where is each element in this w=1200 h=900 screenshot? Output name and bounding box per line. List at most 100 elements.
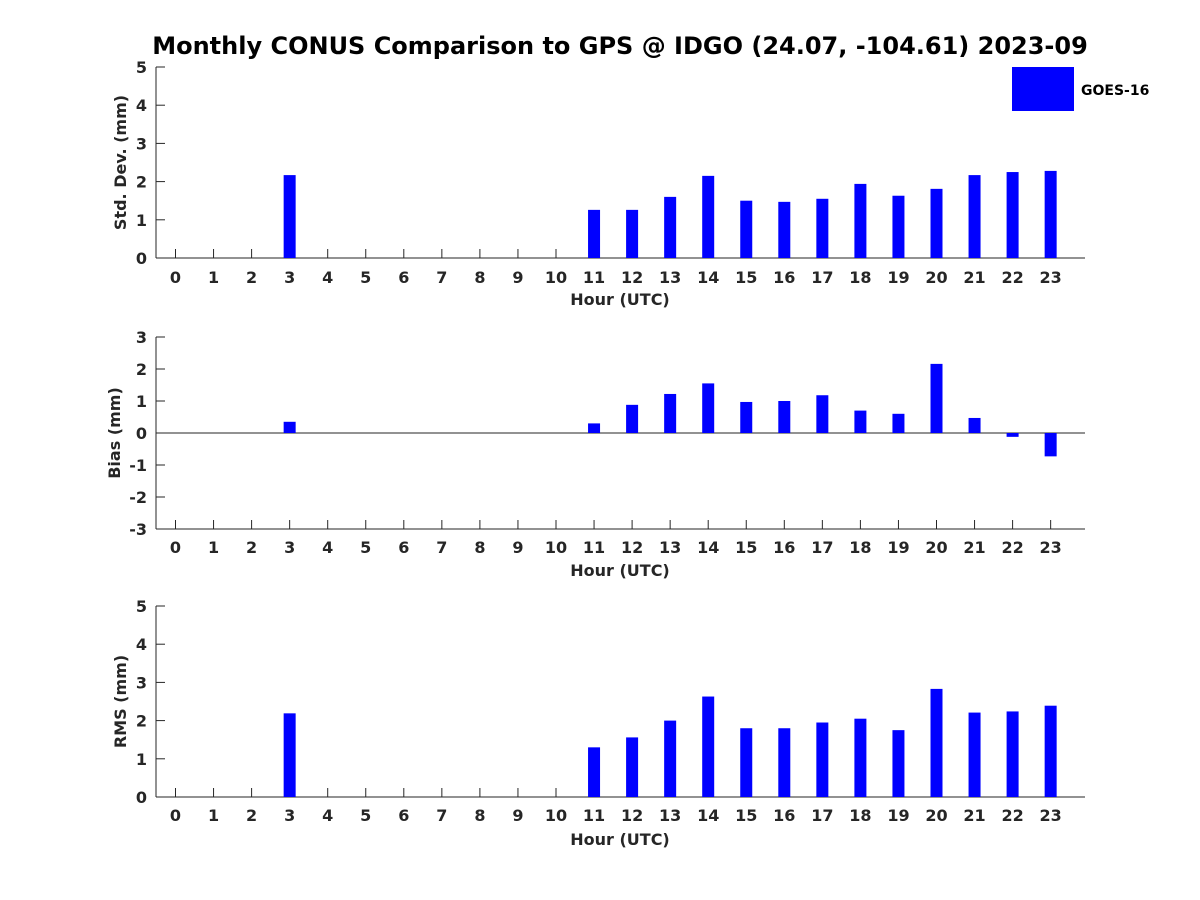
x-tick-label: 21 <box>963 538 985 557</box>
x-tick-label: 20 <box>925 806 947 825</box>
bar-hour-21 <box>968 712 981 797</box>
x-tick-label: 16 <box>773 538 795 557</box>
x-tick-label: 18 <box>849 268 871 287</box>
legend-label: GOES-16 <box>1081 83 1149 99</box>
x-tick-label: 15 <box>735 538 757 557</box>
x-tick-label: 0 <box>170 538 181 557</box>
x-tick-label: 14 <box>697 806 719 825</box>
y-tick-label: 3 <box>136 328 147 347</box>
x-tick-label: 11 <box>583 268 605 287</box>
bar-hour-13 <box>664 720 677 797</box>
x-axis-label: Hour (UTC) <box>570 830 670 849</box>
y-tick-label: 1 <box>136 392 147 411</box>
x-tick-label: 12 <box>621 538 643 557</box>
bar-hour-15 <box>740 728 753 797</box>
bar-hour-14 <box>702 383 715 433</box>
y-tick-label: 1 <box>136 211 147 230</box>
y-tick-label: 4 <box>136 635 147 654</box>
x-tick-label: 3 <box>284 268 295 287</box>
bar-hour-22 <box>1006 711 1019 797</box>
x-tick-label: 17 <box>811 538 833 557</box>
bar-hour-17 <box>816 722 829 797</box>
x-tick-label: 5 <box>360 806 371 825</box>
x-tick-label: 23 <box>1040 268 1062 287</box>
bar-hour-20 <box>930 688 943 797</box>
x-tick-label: 5 <box>360 268 371 287</box>
x-tick-label: 1 <box>208 268 219 287</box>
x-tick-label: 9 <box>512 538 523 557</box>
bar-hour-19 <box>892 413 905 433</box>
x-tick-label: 9 <box>512 268 523 287</box>
x-tick-label: 22 <box>1001 806 1023 825</box>
y-tick-label: -3 <box>129 520 147 539</box>
x-tick-label: 19 <box>887 538 909 557</box>
x-tick-label: 22 <box>1001 268 1023 287</box>
x-tick-label: 14 <box>697 538 719 557</box>
x-tick-label: 23 <box>1040 806 1062 825</box>
bar-hour-11 <box>588 209 601 258</box>
bar-hour-13 <box>664 393 677 433</box>
x-tick-label: 22 <box>1001 538 1023 557</box>
bar-hour-19 <box>892 730 905 797</box>
bar-hour-16 <box>778 201 791 258</box>
y-tick-label: 2 <box>136 173 147 192</box>
bar-hour-21 <box>968 175 981 258</box>
bar-hour-3 <box>283 175 296 258</box>
bar-hour-16 <box>778 401 791 433</box>
bar-hour-22 <box>1006 172 1019 258</box>
bar-hour-3 <box>283 421 296 433</box>
bar-hour-17 <box>816 198 829 258</box>
x-tick-label: 15 <box>735 268 757 287</box>
x-tick-label: 3 <box>284 806 295 825</box>
y-tick-label: 2 <box>136 712 147 731</box>
x-tick-label: 4 <box>322 268 333 287</box>
bar-hour-15 <box>740 200 753 258</box>
x-tick-label: 8 <box>474 268 485 287</box>
x-tick-label: 14 <box>697 268 719 287</box>
x-axis-label: Hour (UTC) <box>570 561 670 580</box>
bar-hour-11 <box>588 747 601 797</box>
y-tick-label: 1 <box>136 750 147 769</box>
bar-hour-18 <box>854 183 867 258</box>
y-tick-label: 3 <box>136 134 147 153</box>
x-tick-label: 20 <box>925 538 947 557</box>
x-tick-label: 16 <box>773 268 795 287</box>
bar-hour-20 <box>930 363 943 433</box>
x-tick-label: 13 <box>659 806 681 825</box>
bar-hour-22 <box>1006 433 1019 437</box>
x-tick-label: 5 <box>360 538 371 557</box>
y-tick-label: -2 <box>129 488 147 507</box>
bar-hour-23 <box>1044 170 1057 258</box>
bar-hour-18 <box>854 410 867 433</box>
y-axis-label: RMS (mm) <box>111 655 130 748</box>
bar-hour-21 <box>968 417 981 433</box>
x-tick-label: 4 <box>322 538 333 557</box>
x-tick-label: 10 <box>545 268 567 287</box>
y-tick-label: 4 <box>136 96 147 115</box>
x-tick-label: 7 <box>436 268 447 287</box>
x-tick-label: 3 <box>284 538 295 557</box>
y-tick-label: 2 <box>136 360 147 379</box>
x-tick-label: 15 <box>735 806 757 825</box>
bar-hour-18 <box>854 718 867 797</box>
x-tick-label: 4 <box>322 806 333 825</box>
x-tick-label: 1 <box>208 806 219 825</box>
bar-hour-3 <box>283 713 296 797</box>
bar-hour-12 <box>626 404 639 433</box>
bar-hour-17 <box>816 395 829 433</box>
x-tick-label: 16 <box>773 806 795 825</box>
x-tick-label: 8 <box>474 538 485 557</box>
y-tick-label: 0 <box>136 249 147 268</box>
x-tick-label: 17 <box>811 268 833 287</box>
bar-hour-12 <box>626 737 639 797</box>
x-axis-label: Hour (UTC) <box>570 290 670 309</box>
x-tick-label: 0 <box>170 806 181 825</box>
bar-hour-14 <box>702 175 715 258</box>
x-tick-label: 21 <box>963 268 985 287</box>
x-tick-label: 13 <box>659 538 681 557</box>
legend-swatch <box>1012 67 1074 111</box>
x-tick-label: 19 <box>887 806 909 825</box>
